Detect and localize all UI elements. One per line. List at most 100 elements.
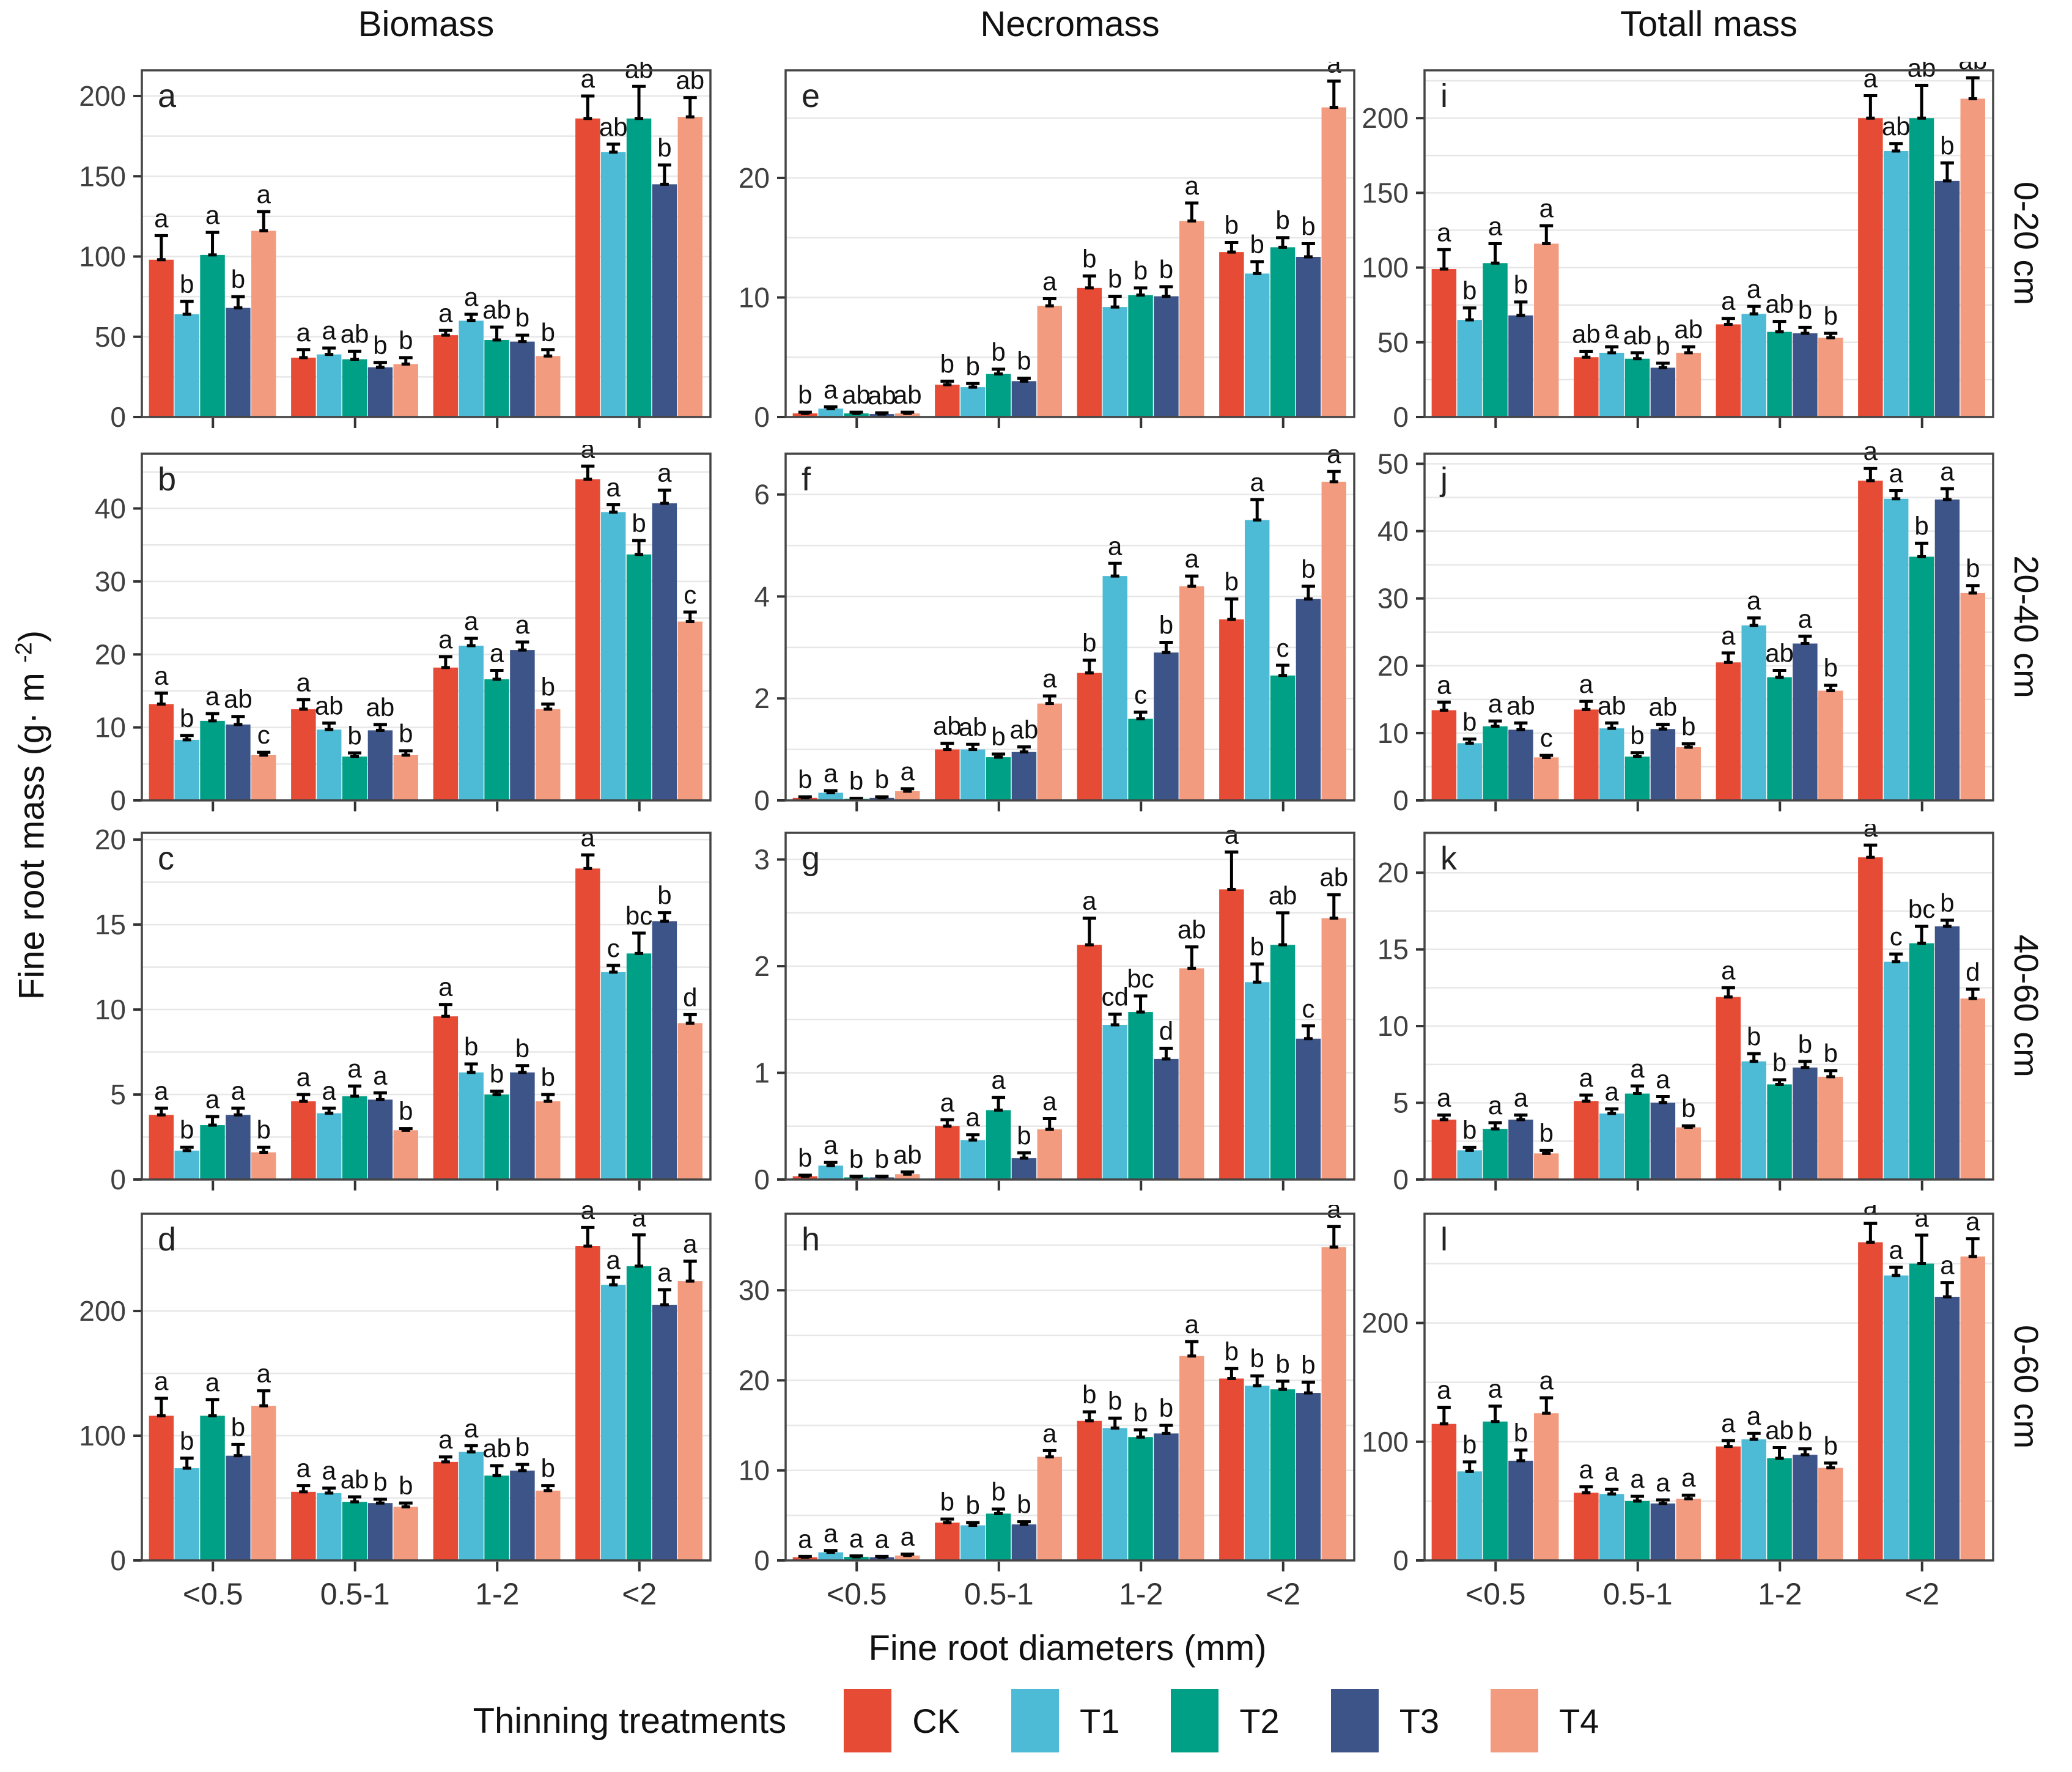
- sig-letter: a: [1250, 468, 1265, 497]
- bar-T4: [1179, 221, 1204, 417]
- bar-T3: [652, 503, 677, 800]
- bar-T2: [1909, 943, 1934, 1179]
- bar-CK: [1077, 673, 1102, 800]
- sig-letter: a: [464, 1414, 479, 1442]
- sig-letter: a: [1185, 544, 1200, 573]
- sig-letter: b: [180, 1427, 194, 1455]
- sig-letter: a: [154, 204, 169, 232]
- sig-letter: b: [1914, 511, 1928, 540]
- bar-T3: [510, 341, 535, 417]
- y-tick-label: 4: [754, 580, 770, 612]
- bar-T4: [1818, 1467, 1843, 1560]
- bar-T1: [1883, 150, 1909, 418]
- sig-letter: b: [1681, 712, 1695, 741]
- row-label-0-20cm: 0-20 cm: [2007, 181, 2046, 306]
- legend-item-T4: T4: [1491, 1689, 1599, 1752]
- sig-letter: a: [1437, 670, 1451, 699]
- bar-CK: [792, 1176, 818, 1179]
- bar-T2: [986, 374, 1011, 417]
- y-tick-label: 20: [1377, 857, 1409, 888]
- sig-letter: b: [1159, 611, 1173, 640]
- sig-letter: b: [1082, 1380, 1096, 1409]
- bar-T1: [1741, 625, 1766, 800]
- bar-T4: [1960, 98, 1985, 417]
- sig-letter: ab: [1649, 693, 1678, 722]
- sig-letter: d: [683, 983, 697, 1011]
- bar-T2: [1767, 677, 1792, 800]
- sig-letter: a: [322, 1456, 337, 1485]
- y-tick-label: 150: [1362, 177, 1409, 209]
- bar-T1: [1599, 1494, 1624, 1560]
- y-tick-label: 200: [1362, 102, 1409, 134]
- sig-letter: ab: [1674, 315, 1703, 344]
- sig-letter: b: [347, 721, 361, 750]
- sig-letter: a: [1605, 1077, 1620, 1106]
- panel-border: [1423, 69, 1994, 418]
- sig-letter: a: [683, 1230, 698, 1258]
- sig-letter: b: [541, 318, 555, 347]
- legend-swatch-T3: [1330, 1689, 1379, 1752]
- sig-letter: a: [347, 1054, 362, 1083]
- bar-T3: [1154, 652, 1179, 800]
- bar-T3: [1011, 1524, 1037, 1560]
- bar-CK: [433, 335, 459, 417]
- sig-letter: b: [399, 719, 413, 748]
- y-tick-label: 20: [95, 638, 126, 670]
- y-tick-label: 0: [110, 401, 126, 433]
- legend-item-T2: T2: [1171, 1689, 1280, 1752]
- bar-T2: [1128, 1437, 1153, 1560]
- sig-letter: b: [180, 1115, 194, 1144]
- sig-letter: a: [515, 610, 530, 639]
- y-tick-label: 1: [754, 1057, 770, 1089]
- bar-CK: [1219, 889, 1244, 1179]
- bar-T3: [226, 724, 251, 800]
- sig-letter: b: [657, 133, 671, 162]
- bar-T3: [1011, 1158, 1037, 1179]
- bar-CK: [1574, 1493, 1599, 1560]
- sig-letter: b: [1082, 629, 1096, 657]
- bar-T2: [626, 1266, 652, 1560]
- bar-T3: [1650, 1102, 1676, 1179]
- bar-T2: [986, 1513, 1011, 1560]
- bar-CK: [1431, 1423, 1457, 1560]
- bar-T3: [1934, 180, 1960, 417]
- x-tick-label: 0.5-1: [320, 1577, 390, 1609]
- bar-T2: [1270, 247, 1296, 417]
- sig-letter: a: [1721, 621, 1736, 650]
- sig-letter: a: [1630, 1464, 1645, 1493]
- panel-letter: h: [802, 1221, 820, 1258]
- sig-letter: bc: [1908, 895, 1935, 923]
- sig-letter: ab: [1319, 863, 1348, 892]
- sig-letter: a: [297, 318, 311, 347]
- sig-letter: b: [1824, 1431, 1838, 1460]
- y-tick-label: 0: [1393, 784, 1409, 816]
- sig-letter: a: [1082, 887, 1097, 915]
- bar-CK: [291, 1491, 316, 1560]
- sig-letter: a: [1721, 1409, 1736, 1438]
- sig-letter: b: [515, 1433, 529, 1461]
- bar-T2: [342, 756, 367, 800]
- bar-CK: [1716, 997, 1741, 1179]
- y-tick-label: 40: [95, 493, 126, 525]
- sig-letter: a: [257, 1359, 271, 1388]
- sig-letter: a: [1042, 1419, 1057, 1447]
- bar-T4: [251, 755, 276, 800]
- bar-T4: [1179, 586, 1204, 800]
- sig-letter: b: [1462, 1430, 1477, 1459]
- bar-T2: [484, 340, 509, 417]
- bar-T4: [1676, 1499, 1701, 1560]
- y-tick-label: 10: [95, 994, 126, 1025]
- panel-letter: l: [1440, 1221, 1448, 1258]
- bar-CK: [1219, 619, 1244, 800]
- legend-item-CK: CK: [844, 1689, 960, 1752]
- sig-letter: ab: [1010, 715, 1039, 744]
- y-tick-label: 20: [1377, 650, 1409, 682]
- sig-letter: a: [1225, 824, 1239, 849]
- sig-letter: b: [991, 338, 1005, 366]
- bar-T4: [1179, 1356, 1204, 1560]
- sig-letter: a: [297, 668, 311, 696]
- y-tick-label: 0: [1393, 401, 1409, 433]
